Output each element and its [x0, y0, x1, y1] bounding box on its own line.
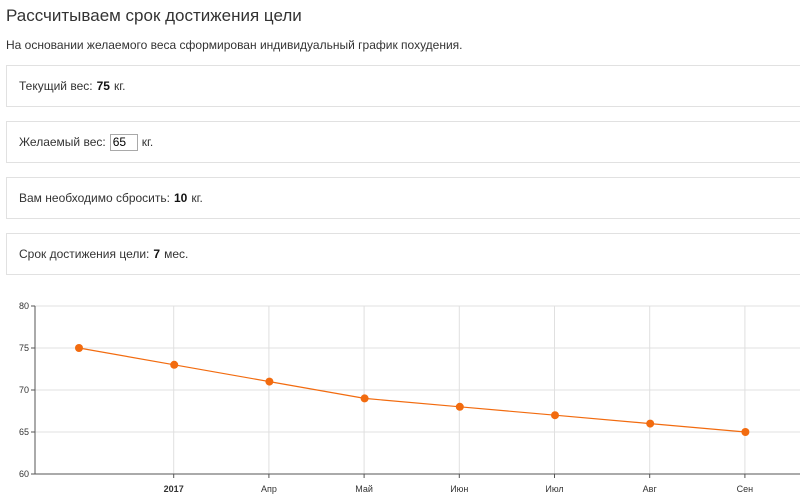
data-point — [455, 402, 464, 411]
x-tick-label: Май — [355, 484, 373, 494]
page-title: Рассчитываем срок достижения цели — [6, 6, 302, 25]
target-weight-label: Желаемый вес: — [19, 135, 106, 149]
x-tick-label: Июл — [545, 484, 563, 494]
deadline-unit: мес. — [164, 247, 189, 261]
intro-text: На основании желаемого веса сформирован … — [6, 38, 463, 52]
weight-loss-chart: 60 65 70 75 80 2017 Апр Май Июн Июл Авг Сен — [19, 301, 800, 494]
data-point — [646, 419, 655, 428]
deadline-box: Срок достижения цели: 7 мес. — [6, 233, 800, 275]
data-point — [741, 428, 750, 436]
x-tick-label: Июн — [450, 484, 468, 494]
data-point — [551, 411, 559, 420]
deadline-value: 7 — [153, 247, 161, 261]
target-weight-unit: кг. — [141, 135, 154, 149]
x-tick-label: Авг — [643, 484, 658, 494]
weight-to-lose-box: Вам необходимо сбросить: 10 кг. — [6, 177, 800, 219]
current-weight-label: Текущий вес: — [19, 79, 93, 93]
weight-to-lose-value: 10 — [173, 191, 188, 205]
weight-to-lose-unit: кг. — [191, 191, 203, 205]
y-tick-label: 70 — [19, 385, 29, 395]
data-point — [170, 360, 179, 369]
current-weight-unit: кг. — [113, 79, 126, 93]
current-weight-box: Текущий вес: 75 кг. — [6, 65, 800, 107]
y-tick-label: 65 — [19, 427, 29, 437]
x-tick-label: 2017 — [164, 484, 184, 494]
data-point — [360, 394, 369, 403]
y-tick-label: 75 — [19, 343, 29, 353]
data-point — [265, 377, 274, 386]
data-point — [75, 344, 83, 352]
deadline-label: Срок достижения цели: — [19, 247, 150, 261]
y-tick-label: 60 — [19, 469, 29, 479]
weight-to-lose-label: Вам необходимо сбросить: — [19, 191, 170, 205]
current-weight-value: 75 — [96, 79, 110, 93]
target-weight-input[interactable] — [109, 133, 138, 151]
x-tick-label: Сен — [737, 484, 754, 494]
y-tick-label: 80 — [19, 301, 29, 311]
target-weight-box: Желаемый вес: кг. — [6, 121, 800, 163]
x-tick-label: Апр — [261, 484, 277, 494]
series-line — [78, 347, 746, 433]
